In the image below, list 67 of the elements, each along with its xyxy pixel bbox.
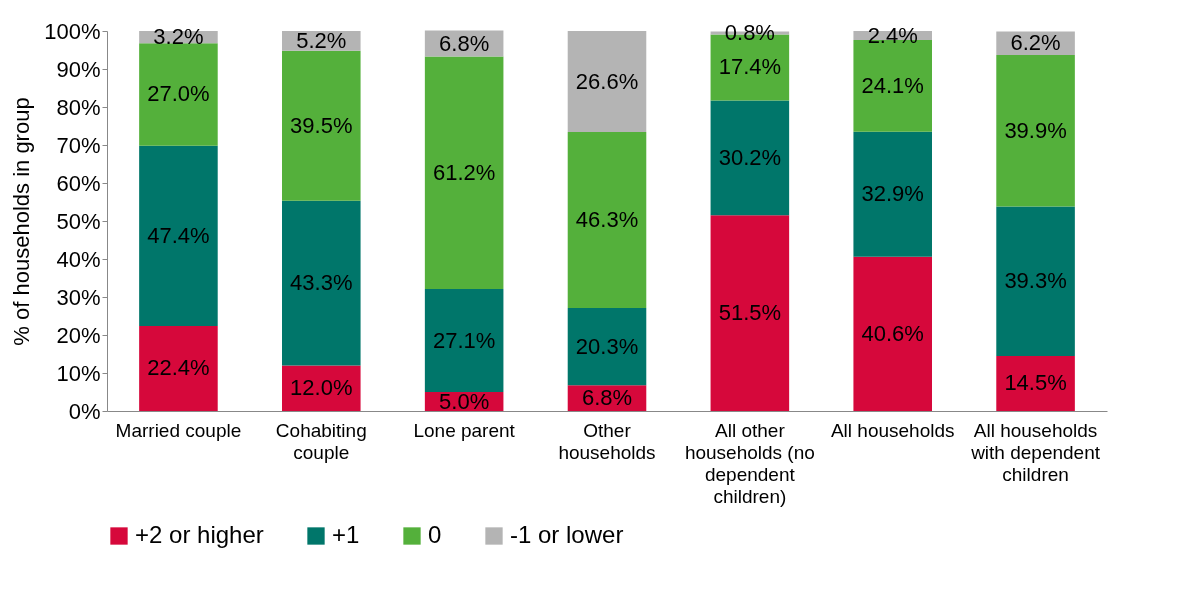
data-label: 24.1%: [861, 72, 924, 98]
data-label: 6.8%: [439, 30, 490, 56]
y-tick-label: 80%: [56, 94, 101, 120]
y-tick-label: 0%: [68, 398, 101, 424]
data-label: 6.2%: [1010, 30, 1061, 56]
y-tick-label: 70%: [56, 132, 101, 158]
legend-label: -1 or lower: [510, 521, 624, 548]
y-tick-label: 10%: [56, 360, 101, 386]
x-tick-label: All households: [830, 419, 955, 441]
y-axis-title: % of households in group: [9, 97, 35, 346]
data-label: 43.3%: [290, 270, 353, 296]
data-label: 39.9%: [1004, 117, 1067, 143]
data-label: 5.0%: [439, 388, 490, 414]
y-tick-label: 20%: [56, 322, 101, 348]
bar: [710, 100, 790, 216]
bar: [567, 132, 647, 309]
legend-label: +1: [332, 521, 360, 548]
data-label: 39.3%: [1004, 268, 1067, 294]
bar: [424, 56, 504, 290]
x-tick-label: All households with dependent children: [970, 419, 1101, 485]
y-tick-label: 40%: [56, 246, 101, 272]
data-label: 20.3%: [575, 333, 639, 359]
x-tick-label: Lone parent: [413, 419, 516, 441]
bar: [853, 256, 932, 411]
bar: [139, 145, 218, 326]
bar: [282, 200, 361, 366]
bar: [567, 308, 647, 386]
bar: [996, 355, 1075, 411]
bar: [424, 289, 504, 392]
data-label: 39.5%: [290, 112, 353, 138]
x-tick-label: Cohabiting couple: [275, 419, 367, 463]
y-tick-label: 30%: [56, 284, 101, 310]
bar: [996, 54, 1075, 207]
data-label: 17.4%: [718, 54, 782, 80]
legend-label: 0: [428, 521, 442, 548]
y-tick-label: 100%: [44, 18, 101, 44]
x-tick-label: Married couple: [115, 419, 242, 441]
data-label: 22.4%: [147, 355, 210, 381]
bar: [139, 43, 218, 146]
data-label: 47.4%: [147, 222, 210, 248]
bar: [853, 131, 932, 257]
data-label: 32.9%: [861, 181, 924, 207]
legend-label: +2 or higher: [135, 521, 264, 548]
data-label: 6.8%: [581, 385, 633, 411]
data-label: 12.0%: [290, 375, 353, 401]
data-label: 51.5%: [718, 300, 782, 326]
data-label: 14.5%: [1004, 370, 1067, 396]
bar: [710, 215, 790, 411]
y-tick-label: 90%: [56, 56, 101, 82]
data-label: 61.2%: [432, 159, 496, 185]
bar: [567, 31, 647, 133]
data-label: 30.2%: [718, 144, 782, 170]
x-tick-label: Other households: [558, 419, 656, 463]
y-tick-label: 50%: [56, 208, 101, 234]
data-label: 5.2%: [296, 27, 347, 53]
x-tick-label: All other households (no dependent children): [684, 419, 815, 507]
data-label: 27.0%: [147, 81, 210, 107]
data-label: 3.2%: [153, 24, 204, 50]
data-label: 40.6%: [861, 320, 924, 346]
bar: [282, 50, 361, 201]
y-tick-label: 60%: [56, 170, 101, 196]
data-label: 26.6%: [575, 68, 639, 94]
bar: [282, 365, 361, 411]
data-label: 27.1%: [432, 327, 496, 353]
bar: [996, 206, 1075, 356]
bar: [139, 325, 218, 411]
data-label: 46.3%: [575, 207, 639, 233]
